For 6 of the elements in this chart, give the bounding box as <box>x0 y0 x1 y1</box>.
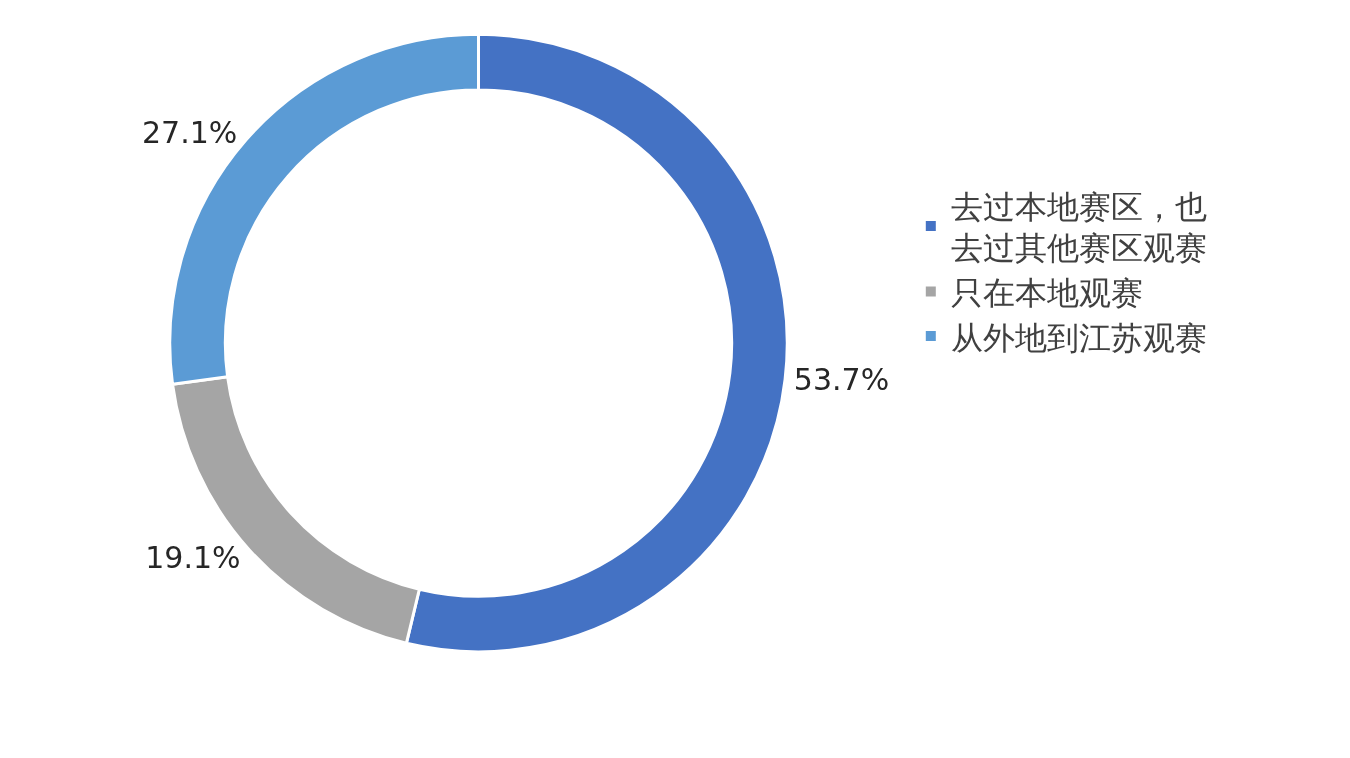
legend-label: 从外地到江苏观赛 <box>950 318 1207 357</box>
data-label: 27.1% <box>142 114 238 150</box>
legend-label: 去过本地赛区，也去过其他赛区观赛 <box>950 187 1207 268</box>
data-label: 53.7% <box>793 362 890 398</box>
legend-label: 只在本地观赛 <box>950 273 1143 312</box>
data-label: 19.1% <box>145 540 241 576</box>
